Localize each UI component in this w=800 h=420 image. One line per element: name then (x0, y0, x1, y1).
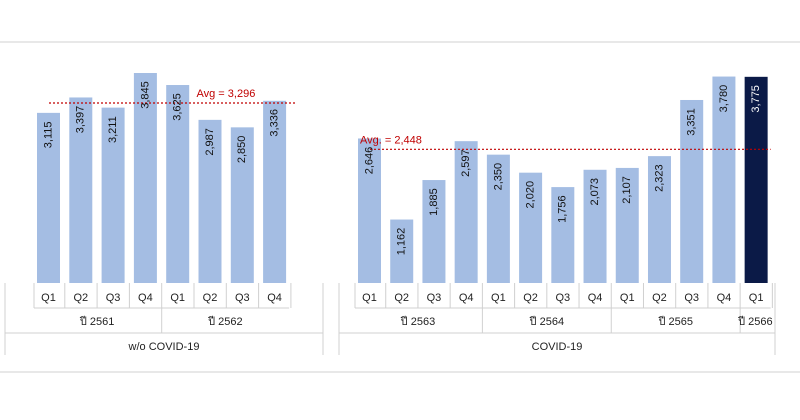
year-label: ปี 2566 (737, 315, 773, 328)
quarter-tick-label: Q3 (555, 292, 570, 304)
bar-value-label: 2,850 (236, 136, 248, 164)
group-label: COVID-19 (532, 341, 583, 353)
year-label: ปี 2563 (400, 315, 436, 328)
bar-value-label: 2,323 (653, 164, 665, 192)
bar-value-label: 2,073 (589, 178, 601, 206)
bar-value-label: 3,845 (139, 81, 151, 109)
bar-value-label: 2,107 (621, 176, 633, 204)
bar (583, 169, 607, 283)
bar-value-label: 3,351 (686, 108, 698, 136)
quarter-tick-label: Q1 (170, 292, 185, 304)
bar (358, 138, 381, 283)
quarter-tick-label: Q3 (684, 292, 699, 304)
quarter-tick-label: Q3 (235, 292, 250, 304)
bar (486, 154, 510, 283)
bar (69, 97, 93, 283)
bar (551, 187, 575, 283)
bar (647, 156, 671, 283)
group-label: w/o COVID-19 (128, 341, 200, 353)
year-label: ปี 2562 (207, 315, 243, 328)
bar-value-label: 3,397 (75, 106, 87, 134)
quarter-tick-label: Q1 (620, 292, 635, 304)
bar (37, 112, 60, 283)
quarter-tick-label: Q3 (427, 292, 442, 304)
bar-value-label: 3,115 (42, 122, 54, 149)
quarter-tick-label: Q2 (523, 292, 538, 304)
quarter-tick-label: Q4 (588, 292, 603, 304)
year-label: ปี 2565 (657, 315, 693, 328)
bar (454, 141, 478, 283)
year-label: ปี 2561 (79, 315, 115, 328)
bar-value-label: 3,775 (750, 85, 762, 113)
bar-value-label: 2,646 (363, 147, 375, 175)
quarter-tick-label: Q4 (717, 292, 732, 304)
quarter-tick-label: Q2 (652, 292, 667, 304)
bar-value-label: 3,336 (269, 109, 281, 137)
bar (519, 172, 543, 283)
bar (390, 219, 414, 283)
bars-layer (37, 73, 771, 284)
bar-value-label: 3,211 (107, 116, 119, 143)
bar-value-label: 2,987 (204, 128, 216, 156)
bar-value-label: 1,756 (557, 195, 569, 223)
bar (230, 127, 254, 284)
quarter-tick-label: Q2 (73, 292, 88, 304)
bar (712, 76, 736, 283)
bar-value-label: 2,350 (492, 163, 504, 191)
axis-table-layer (4, 283, 776, 355)
bar (198, 119, 222, 283)
quarter-tick-label: Q1 (749, 292, 764, 304)
bar (615, 167, 639, 283)
bar (263, 100, 287, 283)
bar-value-label: 3,625 (172, 93, 184, 121)
year-label: ปี 2564 (528, 315, 564, 328)
bar (744, 76, 768, 283)
average-label: Avg. = 2,448 (360, 134, 422, 146)
quarter-tick-label: Q2 (203, 292, 218, 304)
quarter-tick-label: Q3 (106, 292, 121, 304)
quarter-tick-label: Q1 (491, 292, 506, 304)
bar-value-label: 2,020 (525, 181, 537, 209)
average-label: Avg = 3,296 (197, 88, 256, 100)
bar-value-label: 1,885 (428, 188, 440, 216)
bar (166, 85, 190, 284)
quarter-tick-label: Q4 (138, 292, 153, 304)
quarter-tick-label: Q2 (394, 292, 409, 304)
quarter-tick-label: Q1 (41, 292, 56, 304)
quarter-tick-label: Q4 (459, 292, 474, 304)
bar (422, 180, 446, 283)
labels-layer: ปี 2561 ปี 2562 w/o COVID-19 3,115 Q1 3,397 Q2… (41, 81, 772, 353)
bar-value-label: 3,780 (718, 85, 730, 113)
bar-value-label: 2,597 (460, 149, 472, 177)
bar-value-label: 1,162 (396, 228, 408, 256)
bar (680, 99, 704, 283)
bar (133, 73, 157, 283)
bar (101, 107, 125, 283)
quarter-tick-label: Q1 (362, 292, 377, 304)
quarter-tick-label: Q4 (267, 292, 282, 304)
